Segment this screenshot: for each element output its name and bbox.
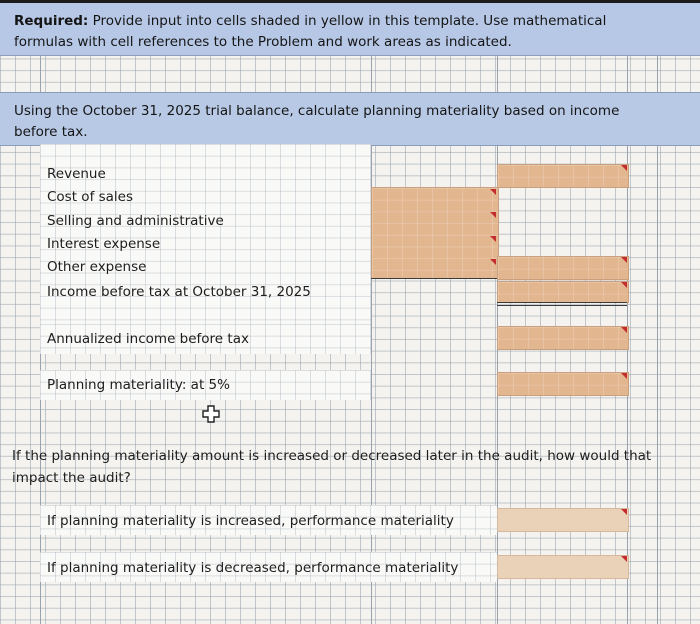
double-underline: [497, 305, 627, 306]
cross-cursor-icon: [202, 405, 220, 423]
subtotal-line: [371, 278, 497, 279]
increase-label-area: [40, 505, 497, 535]
impact-question-text: If the planning materiality amount is in…: [12, 448, 652, 486]
question-band: Using the October 31, 2025 trial balance…: [0, 92, 700, 146]
comment-marker-icon: [621, 327, 627, 333]
column-divider: [371, 52, 372, 624]
comment-marker-icon: [621, 373, 627, 379]
revenue-input-cell[interactable]: [497, 164, 629, 188]
comment-marker-icon: [621, 509, 627, 515]
instructions-band: Required: Provide input into cells shade…: [0, 0, 700, 56]
increase-performance-label: If planning materiality is increased, pe…: [47, 513, 454, 529]
column-divider: [657, 52, 658, 624]
total-expenses-input-cell[interactable]: [497, 256, 629, 280]
row-label-cost-of-sales: Cost of sales: [47, 189, 134, 205]
instructions-bold-prefix: Required:: [14, 13, 89, 29]
comment-marker-icon: [490, 259, 496, 265]
expenses-input-cells[interactable]: [371, 187, 499, 279]
comment-marker-icon: [490, 189, 496, 195]
annualized-label-area: [40, 324, 371, 354]
row-label-income-before-tax: Income before tax at October 31, 2025: [47, 284, 311, 300]
annualized-income-input-cell[interactable]: [497, 326, 629, 350]
row-label-revenue: Revenue: [47, 166, 106, 182]
instructions-text: Required: Provide input into cells shade…: [14, 11, 660, 53]
comment-marker-icon: [490, 212, 496, 218]
income-label-area: [40, 144, 371, 324]
comment-marker-icon: [490, 236, 496, 242]
comment-marker-icon: [621, 165, 627, 171]
income-before-tax-input-cell[interactable]: [497, 281, 629, 303]
row-label-other-expense: Other expense: [47, 259, 147, 275]
row-label-selling-admin: Selling and administrative: [47, 213, 224, 229]
decrease-label-area: [40, 552, 497, 582]
comment-marker-icon: [621, 556, 627, 562]
row-label-interest-expense: Interest expense: [47, 236, 161, 252]
question-text: Using the October 31, 2025 trial balance…: [14, 103, 620, 140]
planning-materiality-input-cell[interactable]: [497, 372, 629, 396]
decrease-performance-label: If planning materiality is decreased, pe…: [47, 560, 459, 576]
planning-materiality-label: Planning materiality: at 5%: [47, 377, 230, 393]
increase-answer-input-cell[interactable]: [497, 508, 629, 532]
annualized-income-label: Annualized income before tax: [47, 331, 249, 347]
decrease-answer-input-cell[interactable]: [497, 555, 629, 579]
instructions-body: Provide input into cells shaded in yello…: [14, 13, 607, 50]
comment-marker-icon: [621, 282, 627, 288]
double-underline: [497, 302, 627, 303]
comment-marker-icon: [621, 257, 627, 263]
planning-label-area: [40, 370, 371, 400]
